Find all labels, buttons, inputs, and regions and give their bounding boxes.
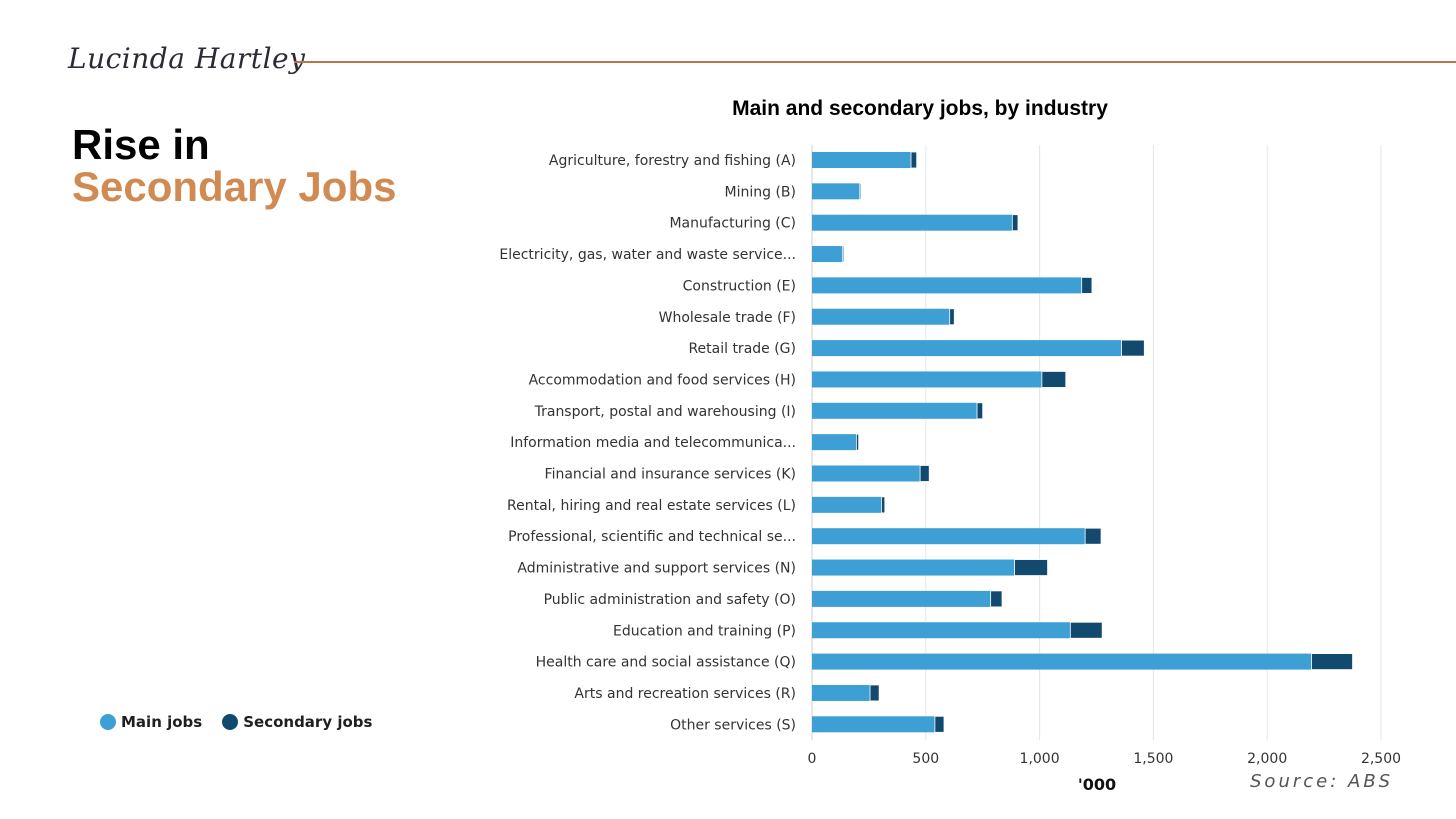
bar-secondary-jobs	[859, 182, 862, 200]
x-tick-label: 500	[912, 751, 939, 767]
category-label: Education and training (P)	[613, 623, 796, 639]
bar-main-jobs	[812, 559, 1015, 576]
headline: Rise in Secondary Jobs	[72, 124, 396, 208]
headline-line-2: Secondary Jobs	[72, 163, 397, 210]
bar-secondary-jobs	[919, 465, 930, 482]
bar-secondary-jobs	[1084, 527, 1102, 545]
bar-main-jobs	[812, 622, 1071, 639]
bar-main-jobs	[812, 277, 1082, 294]
category-label: Transport, postal and warehousing (I)	[534, 404, 796, 420]
legend-swatch-main	[100, 714, 116, 730]
legend-label-secondary: Secondary jobs	[243, 713, 373, 731]
category-label: Information media and telecommunica...	[510, 435, 796, 451]
bar-main-jobs	[812, 434, 857, 451]
legend-item-secondary: Secondary jobs	[222, 713, 372, 731]
x-tick-label: 0	[808, 751, 817, 767]
x-tick-label: 2,000	[1247, 751, 1287, 767]
bar-main-jobs	[812, 465, 921, 482]
bar-secondary-jobs	[949, 308, 955, 326]
chart-legend: Main jobs Secondary jobs	[100, 713, 392, 731]
bar-main-jobs	[812, 528, 1086, 545]
bar-main-jobs	[812, 340, 1122, 357]
source-note: Source: ABS	[1250, 771, 1394, 792]
category-label: Accommodation and food services (H)	[529, 372, 796, 388]
bar-main-jobs	[812, 496, 882, 513]
category-label: Rental, hiring and real estate services …	[507, 498, 796, 514]
legend-swatch-secondary	[222, 714, 239, 730]
legend-item-main: Main jobs	[100, 713, 202, 731]
x-tick-label: 1,500	[1133, 751, 1173, 767]
category-label: Health care and social assistance (Q)	[536, 655, 796, 671]
bar-secondary-jobs	[881, 496, 886, 514]
bar-main-jobs	[812, 716, 935, 733]
header-divider	[294, 61, 1456, 63]
bar-secondary-jobs	[842, 245, 845, 263]
bar-main-jobs	[812, 653, 1312, 670]
bar-secondary-jobs	[1041, 371, 1067, 388]
bar-secondary-jobs	[1014, 559, 1048, 576]
category-label: Manufacturing (C)	[669, 216, 796, 232]
bar-secondary-jobs	[1121, 339, 1145, 357]
x-tick-label: 2,500	[1361, 751, 1401, 767]
bar-main-jobs	[812, 371, 1042, 388]
bar-secondary-jobs	[1311, 653, 1353, 670]
x-tick-label: 1,000	[1020, 751, 1060, 767]
category-label: Construction (E)	[683, 278, 796, 294]
bar-main-jobs	[812, 152, 912, 168]
bar-secondary-jobs	[934, 715, 945, 733]
bar-main-jobs	[812, 308, 950, 325]
category-label: Arts and recreation services (R)	[574, 686, 796, 702]
brand-signature: Lucinda Hartley	[68, 42, 306, 75]
bar-main-jobs	[812, 214, 1013, 231]
bar-secondary-jobs	[1011, 214, 1019, 232]
bar-secondary-jobs	[855, 433, 860, 451]
category-label: Agriculture, forestry and fishing (A)	[549, 153, 796, 169]
category-label: Professional, scientific and technical s…	[508, 529, 796, 545]
bar-secondary-jobs	[1069, 621, 1103, 639]
bar-secondary-jobs	[976, 402, 984, 420]
x-axis-label: '000	[1078, 775, 1116, 794]
bar-main-jobs	[812, 402, 978, 419]
legend-label-main: Main jobs	[121, 713, 203, 731]
category-label: Electricity, gas, water and waste servic…	[499, 247, 796, 263]
bar-secondary-jobs	[910, 151, 918, 169]
category-label: Financial and insurance services (K)	[545, 467, 796, 483]
bar-secondary-jobs	[869, 684, 880, 702]
category-label: Other services (S)	[670, 717, 796, 733]
category-label: Retail trade (G)	[688, 341, 796, 357]
bar-secondary-jobs	[990, 590, 1003, 608]
chart-title: Main and secondary jobs, by industry	[732, 97, 1108, 120]
category-label: Mining (B)	[725, 184, 796, 200]
bar-main-jobs	[812, 684, 871, 701]
bar-main-jobs	[812, 183, 860, 200]
category-label: Administrative and support services (N)	[517, 561, 796, 577]
category-label: Public administration and safety (O)	[544, 592, 796, 608]
category-label: Wholesale trade (F)	[659, 310, 796, 326]
bar-main-jobs	[812, 590, 991, 607]
bar-main-jobs	[812, 246, 843, 263]
bar-secondary-jobs	[1081, 276, 1093, 294]
headline-line-1: Rise in	[72, 121, 210, 168]
